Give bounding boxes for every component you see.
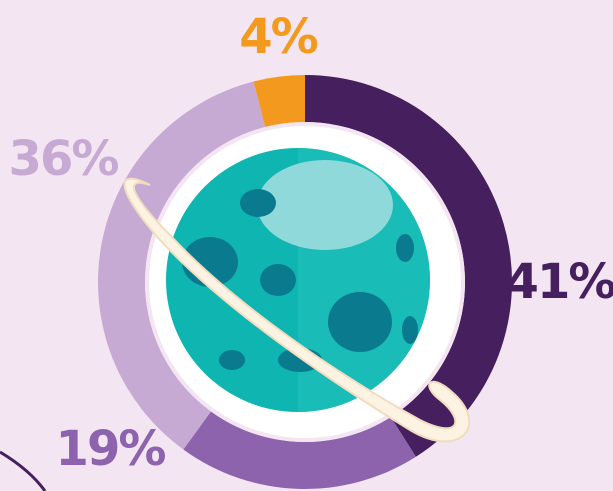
- crater: [240, 189, 276, 217]
- value-label: 4%: [239, 9, 317, 65]
- crater: [402, 316, 418, 344]
- crater: [396, 234, 414, 262]
- value-label: 19%: [56, 421, 166, 477]
- value-label: 41%: [506, 254, 613, 310]
- planet-ring: [123, 177, 471, 443]
- donut: [97, 75, 512, 489]
- crater: [328, 292, 392, 352]
- donut-segment: [183, 411, 416, 489]
- donut-segment: [253, 75, 305, 128]
- planet-highlight: [257, 160, 393, 250]
- planet: [166, 148, 430, 412]
- value-label: 36%: [9, 131, 119, 187]
- decor-curve: [0, 450, 47, 491]
- donut-segment: [97, 81, 266, 450]
- crater: [260, 264, 296, 296]
- donut-segment: [305, 75, 512, 457]
- crater: [219, 350, 245, 370]
